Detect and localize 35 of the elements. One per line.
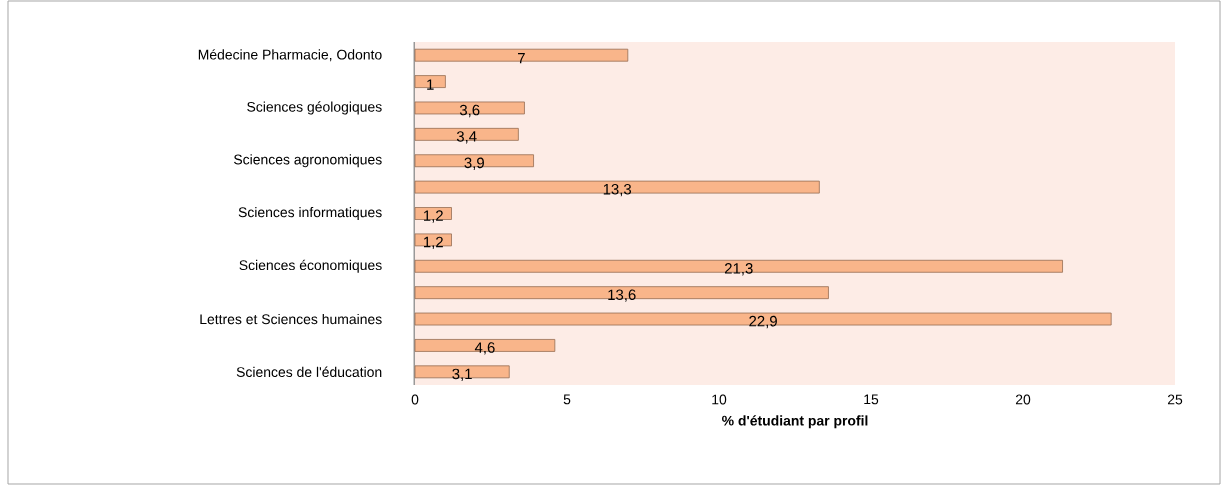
- x-tick-label: 5: [563, 394, 571, 405]
- data-label: 13,6: [608, 289, 636, 302]
- bar: [414, 180, 820, 194]
- x-tick-label: 10: [712, 394, 727, 405]
- data-label: 3,9: [464, 157, 484, 170]
- x-tick-label: 20: [1015, 394, 1031, 405]
- y-tick-label: Lettres et Sciences humaines: [200, 313, 382, 325]
- bar: [414, 365, 510, 379]
- y-tick-label: Sciences agronomiques: [234, 154, 382, 168]
- data-label: 1,2: [424, 236, 443, 250]
- bar: [414, 75, 446, 88]
- data-label: 3,6: [459, 104, 480, 118]
- bar: [414, 233, 452, 247]
- data-label: 13,3: [603, 183, 632, 197]
- y-tick-label: Médecine Pharmacie, Odonto: [198, 49, 382, 62]
- data-label: 1: [427, 79, 434, 90]
- y-tick-label: Sciences informatiques: [238, 207, 382, 220]
- x-axis-title: % d'étudiant par profil: [722, 415, 868, 429]
- data-label: 3,4: [456, 131, 477, 144]
- x-tick-label: 0: [411, 394, 419, 405]
- bar: [414, 286, 829, 300]
- y-tick-label: Sciences de l'éducation: [236, 366, 382, 378]
- y-tick-label: Sciences géologiques: [247, 101, 382, 115]
- data-label: 22,9: [749, 315, 777, 329]
- data-label: 7: [518, 53, 525, 64]
- y-tick-label: Sciences économiques: [239, 259, 382, 273]
- bar: [414, 312, 1112, 326]
- data-label: 1,2: [424, 210, 443, 223]
- bar: [414, 48, 629, 62]
- data-label: 3,1: [452, 368, 472, 381]
- data-label: 4,6: [474, 342, 495, 355]
- x-tick-label: 15: [864, 394, 879, 405]
- x-tick-label: 25: [1167, 394, 1183, 405]
- bar: [414, 154, 534, 168]
- data-label: 21,3: [724, 263, 753, 276]
